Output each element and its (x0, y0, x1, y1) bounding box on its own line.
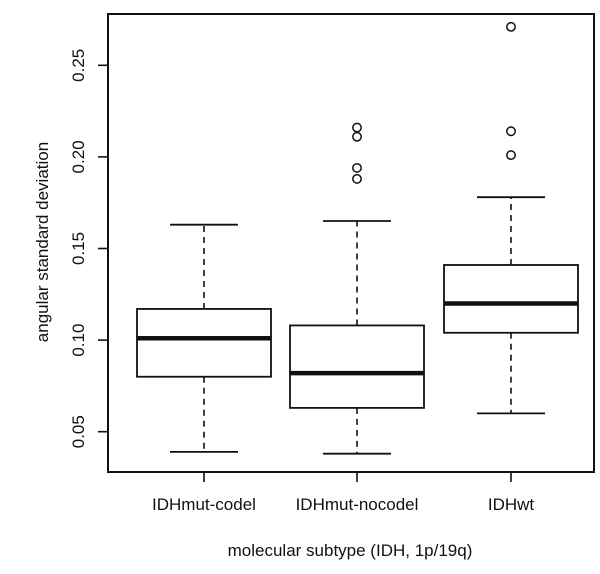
outlier-point (506, 126, 516, 137)
x-tick-label: IDHmut-codel (152, 495, 256, 514)
y-tick-label: 0.15 (69, 232, 88, 265)
outlier-point (352, 122, 362, 133)
outlier-point (352, 131, 362, 142)
box-idhmut-codel (136, 223, 272, 453)
y-tick-label: 0.20 (69, 140, 88, 173)
y-axis-label: angular standard deviation (33, 142, 52, 342)
outlier-point (352, 173, 362, 184)
box-idhmut-nocodel (289, 122, 425, 455)
y-axis: 0.05 0.10 0.15 0.20 0.25 (69, 49, 108, 448)
x-tick-label: IDHwt (488, 495, 535, 514)
y-tick-label: 0.05 (69, 415, 88, 448)
plot-frame (107, 13, 595, 473)
outlier-point (352, 162, 362, 173)
outlier-point (506, 21, 516, 32)
y-tick-label: 0.10 (69, 324, 88, 357)
box-series (136, 21, 579, 455)
box-idhwt (443, 21, 579, 415)
x-axis-label: molecular subtype (IDH, 1p/19q) (228, 541, 473, 560)
outlier-point (506, 150, 516, 161)
x-axis: IDHmut-codel IDHmut-nocodel IDHwt (152, 472, 534, 514)
iqr-box (443, 264, 579, 334)
iqr-box (136, 308, 272, 378)
y-tick-label: 0.25 (69, 49, 88, 82)
iqr-box (289, 324, 425, 409)
x-tick-label: IDHmut-nocodel (296, 495, 419, 514)
